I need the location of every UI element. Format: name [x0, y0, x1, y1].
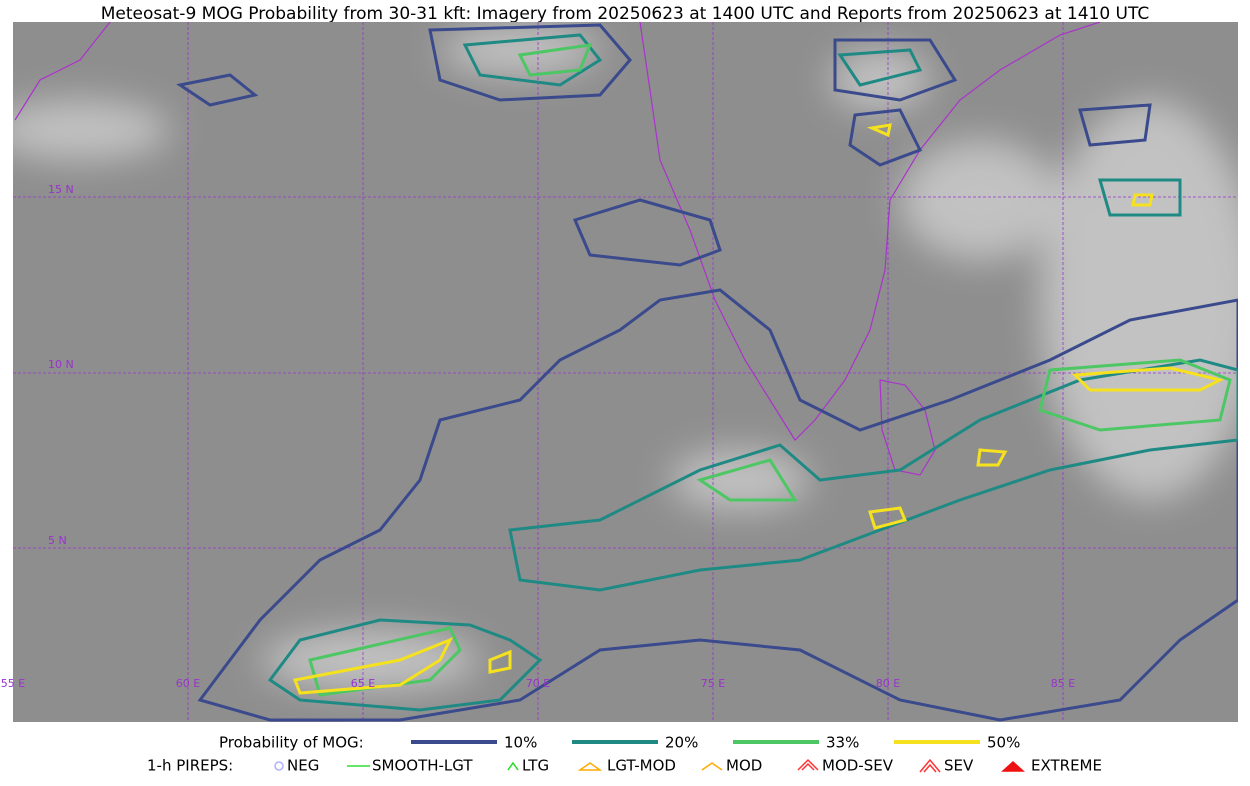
lon-label: 80 E: [876, 677, 900, 690]
legend-label: 20%: [665, 734, 698, 752]
pirep-label: SEV: [944, 757, 974, 775]
legend-label: 50%: [987, 734, 1020, 752]
lat-label: 10 N: [48, 358, 74, 371]
lon-label: 60 E: [176, 677, 200, 690]
lon-label: 85 E: [1051, 677, 1075, 690]
pirep-label: NEG: [287, 757, 319, 775]
lon-labels: 55 E 60 E 65 E 70 E 75 E 80 E 85 E: [1, 677, 1075, 690]
map: [13, 22, 1238, 722]
lat-labels: 15 N 10 N 5 N: [48, 183, 74, 547]
pireps-title: 1-h PIREPS:: [147, 757, 233, 775]
lon-label: 70 E: [526, 677, 550, 690]
pirep-label: MOD-SEV: [822, 757, 894, 775]
lat-label: 15 N: [48, 183, 74, 196]
legend-label: 10%: [504, 734, 537, 752]
pirep-label: LGT-MOD: [607, 757, 676, 775]
legend-title: Probability of MOG:: [219, 734, 364, 752]
pirep-label: LTG: [522, 757, 549, 775]
lon-label: 75 E: [701, 677, 725, 690]
lon-label: 65 E: [351, 677, 375, 690]
legend-label: 33%: [826, 734, 859, 752]
pirep-label: SMOOTH-LGT: [372, 757, 473, 775]
title: Meteosat-9 MOG Probability from 30-31 kf…: [101, 4, 1150, 24]
pirep-label: EXTREME: [1031, 757, 1102, 775]
lon-label: 55 E: [1, 677, 25, 690]
pirep-label: MOD: [726, 757, 762, 775]
lat-label: 5 N: [48, 534, 67, 547]
pirep-icons: [274, 758, 1025, 773]
